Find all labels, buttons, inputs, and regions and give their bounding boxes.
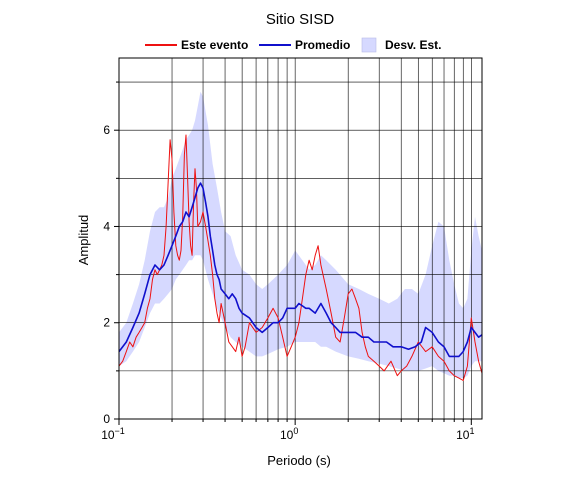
plot-frame — [118, 57, 483, 420]
x-tick-label: 101 — [456, 426, 474, 442]
series-line-event — [119, 134, 482, 381]
legend-label-mean: Promedio — [295, 38, 350, 52]
series-line-mean — [119, 182, 482, 358]
legend-swatch-band — [361, 37, 377, 53]
x-tick-label: 100 — [280, 426, 298, 442]
chart-legend: Este evento Promedio Desv. Est. — [145, 37, 441, 53]
axes: 0 2 4 6 10−1 100 101 — [101, 57, 483, 442]
y-tick-label: 2 — [103, 316, 110, 330]
std-dev-band — [119, 91, 482, 379]
y-tick-label: 6 — [103, 123, 110, 137]
legend-label-event: Este evento — [181, 38, 248, 52]
chart-title: Sitio SISD — [266, 11, 335, 28]
plot-content — [119, 58, 482, 419]
legend-label-band: Desv. Est. — [385, 38, 441, 52]
y-axis-label: Amplitud — [76, 215, 91, 266]
x-tick-label: 10−1 — [101, 426, 125, 442]
y-tick-label: 0 — [103, 412, 110, 426]
y-tick-label: 4 — [103, 219, 110, 233]
x-axis-label: Periodo (s) — [267, 453, 331, 468]
plot-area — [119, 58, 482, 419]
